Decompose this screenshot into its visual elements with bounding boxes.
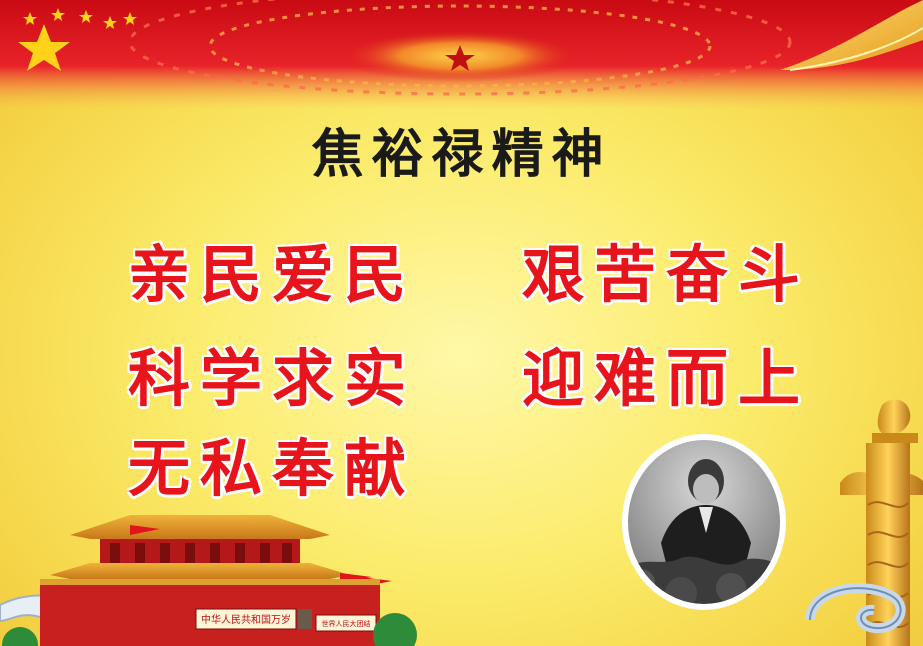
huabiao-column-icon bbox=[840, 399, 923, 646]
tiananmen-gate-icon: 中华人民共和国万岁 世界人民大团结 bbox=[0, 515, 417, 646]
portrait-photo bbox=[622, 434, 786, 610]
gate-sign-text-right: 世界人民大团结 bbox=[322, 619, 371, 628]
gate-sign-text: 中华人民共和国万岁 bbox=[201, 613, 291, 626]
star-icon bbox=[18, 24, 70, 71]
slogan-4: 迎难而上 bbox=[522, 342, 811, 415]
small-stars bbox=[23, 8, 137, 29]
top-red-band bbox=[0, 0, 923, 110]
slogan-5: 无私奉献 bbox=[128, 432, 417, 505]
slogan-1: 亲民爱民 bbox=[128, 238, 417, 311]
slogan-3: 科学求实 bbox=[128, 342, 417, 415]
star-icon bbox=[445, 45, 475, 71]
slogan-2: 艰苦奋斗 bbox=[522, 238, 811, 311]
cloud-swirl-decoration bbox=[805, 583, 906, 634]
poster-title: 焦裕禄精神 bbox=[311, 125, 612, 185]
